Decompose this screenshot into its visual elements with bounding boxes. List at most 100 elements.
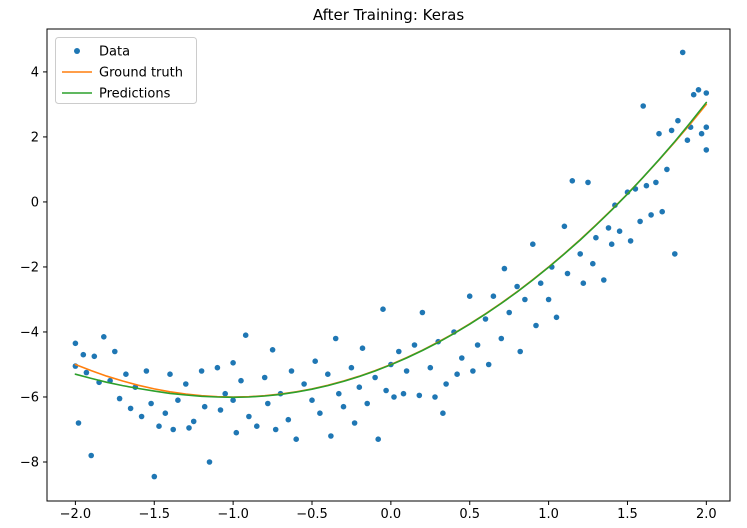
data-point xyxy=(116,395,123,402)
data-point xyxy=(238,377,244,384)
data-point xyxy=(470,368,476,374)
legend-label: Data xyxy=(99,45,130,60)
x-tick-label: 1.0 xyxy=(538,507,559,522)
chart-title: After Training: Keras xyxy=(312,6,465,24)
x-tick-label: 0.5 xyxy=(459,507,480,522)
data-point xyxy=(459,355,465,361)
data-point xyxy=(485,361,492,368)
data-point xyxy=(127,405,134,412)
data-point xyxy=(72,340,79,347)
data-point xyxy=(593,234,599,241)
x-tick-label: −2.0 xyxy=(60,507,92,522)
x-tick-label: 0.0 xyxy=(381,507,402,522)
y-tick-label: 2 xyxy=(31,130,39,145)
data-point xyxy=(246,413,252,420)
data-point xyxy=(214,364,221,371)
data-point xyxy=(261,374,268,381)
data-point xyxy=(432,394,438,400)
data-point xyxy=(206,459,213,465)
data-point xyxy=(659,208,665,215)
data-point xyxy=(675,117,681,124)
data-point xyxy=(577,251,583,257)
data-point xyxy=(332,335,339,342)
data-point xyxy=(230,360,236,366)
data-point xyxy=(396,348,402,355)
data-point xyxy=(585,179,591,186)
data-point xyxy=(183,381,189,387)
data-point xyxy=(561,223,568,230)
data-point xyxy=(91,353,98,360)
x-tick-label: −1.5 xyxy=(138,507,170,522)
line-predictions xyxy=(74,101,708,399)
data-point xyxy=(190,418,197,425)
data-point xyxy=(222,390,228,397)
data-point xyxy=(490,293,497,300)
data-point xyxy=(148,400,154,407)
x-tick-label: −1.0 xyxy=(217,507,249,522)
data-point xyxy=(474,342,481,348)
data-point xyxy=(703,147,710,153)
data-point xyxy=(80,351,87,358)
data-point xyxy=(514,283,520,290)
data-point xyxy=(411,342,418,348)
data-point xyxy=(317,410,323,417)
data-point xyxy=(590,260,596,267)
data-point xyxy=(269,347,276,353)
data-point xyxy=(482,316,489,322)
data-point xyxy=(403,368,410,374)
data-point xyxy=(443,381,449,387)
data-point xyxy=(186,425,192,431)
data-point xyxy=(679,49,686,56)
data-point xyxy=(601,277,607,283)
data-point xyxy=(648,212,654,218)
data-point xyxy=(328,433,334,439)
data-point xyxy=(553,314,560,321)
data-point xyxy=(375,436,382,443)
data-point xyxy=(233,429,240,436)
data-point xyxy=(336,390,342,397)
data-point xyxy=(533,322,539,329)
data-point xyxy=(156,423,162,430)
data-point xyxy=(253,423,260,430)
data-point xyxy=(427,364,434,371)
data-point xyxy=(242,332,249,339)
data-point xyxy=(359,345,366,352)
data-point xyxy=(198,368,205,374)
data-point xyxy=(75,420,82,426)
data-point xyxy=(672,251,678,257)
data-point xyxy=(83,369,90,376)
data-point xyxy=(325,371,331,378)
data-point xyxy=(454,371,460,378)
data-point xyxy=(123,371,129,378)
data-point xyxy=(272,426,279,433)
data-point xyxy=(348,364,355,371)
data-point xyxy=(580,280,587,287)
data-point xyxy=(138,413,145,420)
data-point xyxy=(608,241,615,247)
data-point xyxy=(419,309,426,316)
x-tick-label: 1.5 xyxy=(617,507,638,522)
data-point xyxy=(612,202,618,208)
data-point xyxy=(301,381,307,387)
data-point xyxy=(175,397,181,404)
plot-border xyxy=(46,28,731,502)
scatter-series-data xyxy=(72,49,710,480)
data-point xyxy=(265,400,271,407)
data-point xyxy=(217,407,224,413)
data-point xyxy=(356,384,363,391)
data-point xyxy=(285,416,292,423)
data-point xyxy=(143,368,150,374)
legend: Data Ground truth Predictions xyxy=(55,37,197,104)
data-point xyxy=(162,410,169,417)
data-point xyxy=(340,403,347,410)
data-point xyxy=(151,473,158,480)
y-tick-label: 0 xyxy=(31,195,39,210)
data-point xyxy=(545,296,552,303)
data-point xyxy=(112,348,118,355)
y-tick-label: −2 xyxy=(20,260,39,275)
data-point xyxy=(530,241,536,247)
data-point xyxy=(637,218,643,225)
data-point xyxy=(664,166,670,173)
data-point xyxy=(690,91,697,98)
